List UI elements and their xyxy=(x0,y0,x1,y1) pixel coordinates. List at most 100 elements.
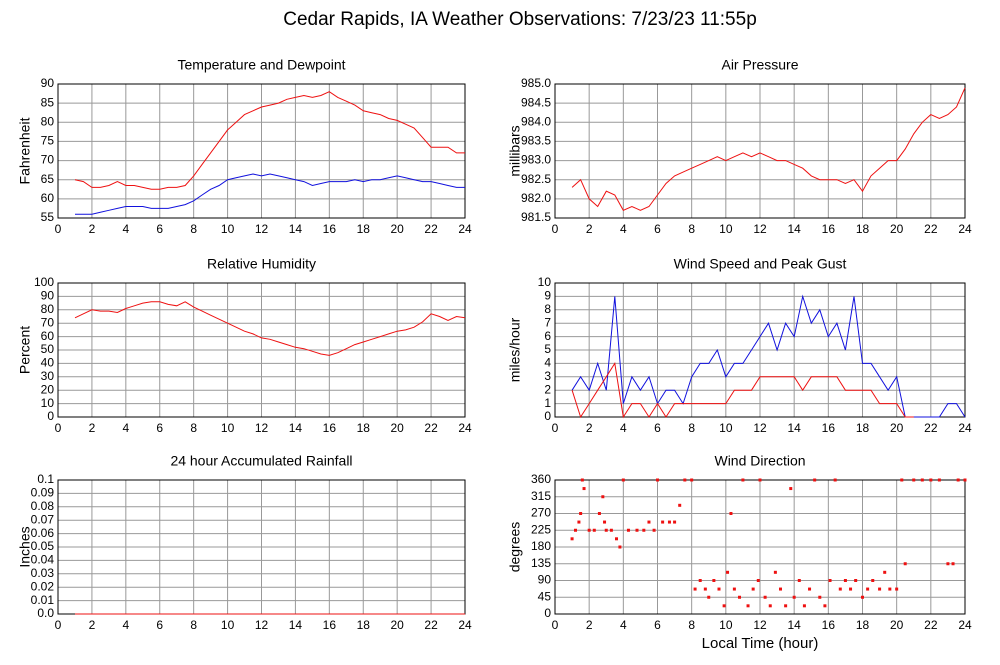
x-tick-label: 10 xyxy=(221,421,235,435)
point xyxy=(587,528,591,532)
point xyxy=(647,520,651,524)
x-tick-label: 0 xyxy=(552,222,559,236)
point xyxy=(900,478,904,482)
y-tick-label: 9 xyxy=(544,289,551,303)
chart-title: Wind Speed and Peak Gust xyxy=(674,256,847,272)
y-tick-label: 983.5 xyxy=(521,134,551,148)
x-tick-label: 14 xyxy=(787,618,801,632)
x-tick-label: 8 xyxy=(688,421,695,435)
point xyxy=(849,587,853,591)
point xyxy=(703,587,707,591)
series-line xyxy=(74,91,465,190)
y-tick-label: 360 xyxy=(531,472,551,486)
point xyxy=(661,520,665,524)
x-tick-label: 4 xyxy=(122,421,129,435)
x-tick-label: 6 xyxy=(654,421,661,435)
point xyxy=(903,562,907,566)
point xyxy=(895,587,899,591)
point xyxy=(797,579,801,582)
x-tick-label: 8 xyxy=(688,618,695,632)
x-tick-label: 12 xyxy=(753,222,767,236)
x-tick-label: 24 xyxy=(958,421,972,435)
point xyxy=(690,478,694,482)
point xyxy=(789,487,793,491)
x-tick-label: 24 xyxy=(958,618,972,632)
chart-title: Relative Humidity xyxy=(207,256,316,272)
point xyxy=(603,520,607,524)
point xyxy=(951,562,955,566)
point xyxy=(683,478,687,482)
x-tick-label: 18 xyxy=(856,222,870,236)
y-tick-label: 1 xyxy=(544,396,551,410)
x-tick-label: 6 xyxy=(654,618,661,632)
x-tick-label: 6 xyxy=(654,222,661,236)
x-tick-label: 0 xyxy=(55,421,62,435)
point xyxy=(828,579,832,582)
point xyxy=(937,478,941,482)
y-tick-label: 70 xyxy=(41,153,55,167)
y-tick-label: 70 xyxy=(41,315,55,329)
y-tick-label: 0.09 xyxy=(31,486,55,500)
point xyxy=(597,512,601,515)
y-tick-label: 0.08 xyxy=(31,499,55,513)
point xyxy=(601,495,605,499)
x-tick-label: 10 xyxy=(719,421,733,435)
y-tick-label: 0.07 xyxy=(31,512,55,526)
point xyxy=(698,579,702,582)
x-tick-label: 24 xyxy=(458,421,472,435)
y-tick-label: 984.5 xyxy=(521,95,551,109)
point xyxy=(741,478,745,482)
point xyxy=(746,604,750,608)
point xyxy=(888,587,892,591)
point xyxy=(577,520,581,524)
y-tick-label: 981.5 xyxy=(521,210,551,224)
x-tick-label: 22 xyxy=(924,421,938,435)
x-tick-label: 2 xyxy=(586,618,593,632)
x-tick-label: 6 xyxy=(156,222,163,236)
series-line xyxy=(75,173,465,215)
y-tick-label: 80 xyxy=(41,114,55,128)
x-tick-label: 8 xyxy=(688,222,695,236)
x-tick-label: 22 xyxy=(924,618,938,632)
y-tick-label: 270 xyxy=(531,506,551,520)
y-tick-label: 3 xyxy=(544,369,551,383)
point xyxy=(784,604,788,608)
chart-title: 24 hour Accumulated Rainfall xyxy=(170,453,352,469)
point xyxy=(929,478,933,482)
series-line xyxy=(571,294,966,418)
point xyxy=(738,595,741,599)
series-line xyxy=(571,362,914,419)
x-tick-label: 14 xyxy=(787,222,801,236)
point xyxy=(818,595,822,599)
point xyxy=(722,604,726,608)
x-tick-label: 6 xyxy=(156,618,163,632)
y-tick-label: 30 xyxy=(41,369,55,383)
series-line xyxy=(571,87,966,211)
y-tick-label: 6 xyxy=(544,329,551,343)
point xyxy=(726,570,730,574)
point xyxy=(756,579,760,582)
y-tick-label: 20 xyxy=(41,382,55,396)
point xyxy=(717,587,721,591)
point xyxy=(779,587,782,591)
x-tick-label: 16 xyxy=(323,222,337,236)
x-tick-label: 22 xyxy=(924,222,938,236)
y-tick-label: 0 xyxy=(544,409,551,423)
point xyxy=(652,528,656,532)
y-tick-label: 0.06 xyxy=(31,526,55,540)
y-tick-label: 7 xyxy=(544,315,551,329)
point xyxy=(693,587,697,591)
y-tick-label: 4 xyxy=(544,356,551,370)
y-tick-label: 45 xyxy=(538,589,552,603)
x-tick-label: 4 xyxy=(620,222,627,236)
point xyxy=(751,587,755,591)
x-tick-label: 18 xyxy=(856,618,870,632)
point xyxy=(621,478,625,482)
x-tick-label: 0 xyxy=(552,618,559,632)
x-tick-label: 16 xyxy=(323,618,337,632)
x-tick-label: 14 xyxy=(289,618,303,632)
x-tick-label: 12 xyxy=(255,618,269,632)
x-tick-label: 20 xyxy=(390,222,404,236)
y-tick-label: 0.05 xyxy=(31,539,55,553)
point xyxy=(574,528,577,532)
